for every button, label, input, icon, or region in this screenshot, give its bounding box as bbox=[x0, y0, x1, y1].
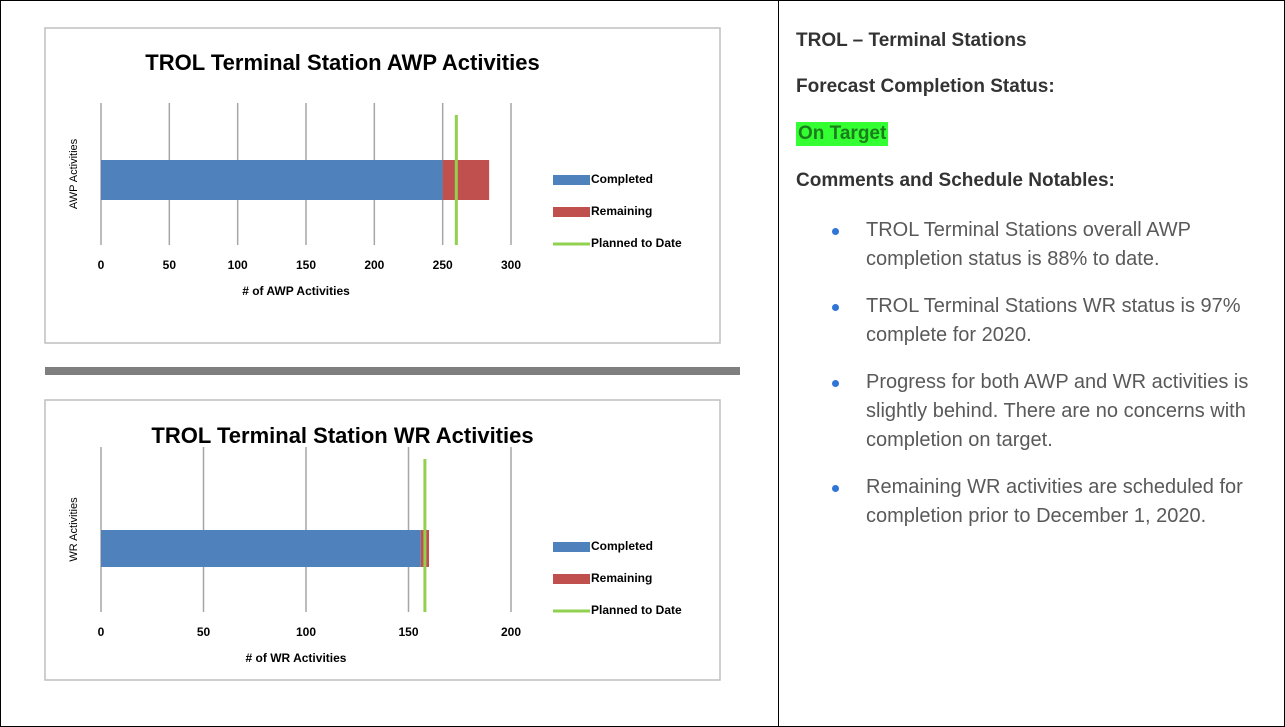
status: On Target bbox=[796, 122, 889, 146]
legend-label: Planned to Date bbox=[591, 236, 682, 250]
legend-label: Completed bbox=[591, 172, 653, 186]
legend-swatch bbox=[553, 574, 590, 584]
x-tick-label: 150 bbox=[296, 258, 316, 272]
legend-label: Planned to Date bbox=[591, 603, 682, 617]
chart-title: TROL Terminal Station WR Activities bbox=[151, 423, 533, 448]
heading: TROL – Terminal Stations bbox=[796, 30, 1027, 51]
comments-label: Comments and Schedule Notables: bbox=[796, 170, 1115, 191]
y-axis-label: AWP Activities bbox=[68, 138, 80, 209]
cell-divider bbox=[778, 0, 779, 727]
x-tick-label: 100 bbox=[296, 625, 316, 639]
legend-label: Completed bbox=[591, 539, 653, 553]
legend-swatch bbox=[553, 175, 590, 185]
x-tick-label: 50 bbox=[197, 625, 211, 639]
x-tick-label: 0 bbox=[98, 625, 105, 639]
x-tick-label: 50 bbox=[163, 258, 177, 272]
bullet: TROL Terminal Stations WR status is 97% … bbox=[832, 292, 1266, 350]
x-tick-label: 250 bbox=[433, 258, 453, 272]
bullet-list: TROL Terminal Stations overall AWP compl… bbox=[796, 216, 1266, 531]
legend-label: Remaining bbox=[591, 204, 652, 218]
bar-segment bbox=[442, 160, 490, 200]
legend-label: Remaining bbox=[591, 571, 652, 585]
x-tick-label: 300 bbox=[501, 258, 521, 272]
legend-swatch bbox=[553, 207, 590, 217]
bullet: Remaining WR activities are scheduled fo… bbox=[832, 473, 1266, 531]
bullet: TROL Terminal Stations overall AWP compl… bbox=[832, 216, 1266, 274]
legend-swatch bbox=[553, 542, 590, 552]
separator bbox=[45, 367, 740, 375]
x-tick-label: 200 bbox=[364, 258, 384, 272]
x-tick-label: 150 bbox=[398, 625, 418, 639]
x-tick-label: 100 bbox=[228, 258, 248, 272]
y-axis-label: WR Activities bbox=[68, 497, 80, 562]
charts: TROL Terminal Station AWP Activities 0 50 1… bbox=[44, 27, 740, 681]
bullet: Progress for both AWP and WR activities … bbox=[832, 368, 1266, 455]
x-axis-label: # of AWP Activities bbox=[242, 284, 350, 298]
x-axis-label: # of WR Activities bbox=[246, 651, 347, 665]
bar-segment bbox=[101, 530, 421, 567]
bar-segment bbox=[101, 160, 443, 200]
chart-title: TROL Terminal Station AWP Activities bbox=[145, 50, 539, 75]
status-panel: TROL – Terminal Stations Forecast Comple… bbox=[796, 30, 1266, 549]
x-tick-label: 200 bbox=[501, 625, 521, 639]
status-label: Forecast Completion Status: bbox=[796, 76, 1055, 97]
x-tick-label: 0 bbox=[98, 258, 105, 272]
